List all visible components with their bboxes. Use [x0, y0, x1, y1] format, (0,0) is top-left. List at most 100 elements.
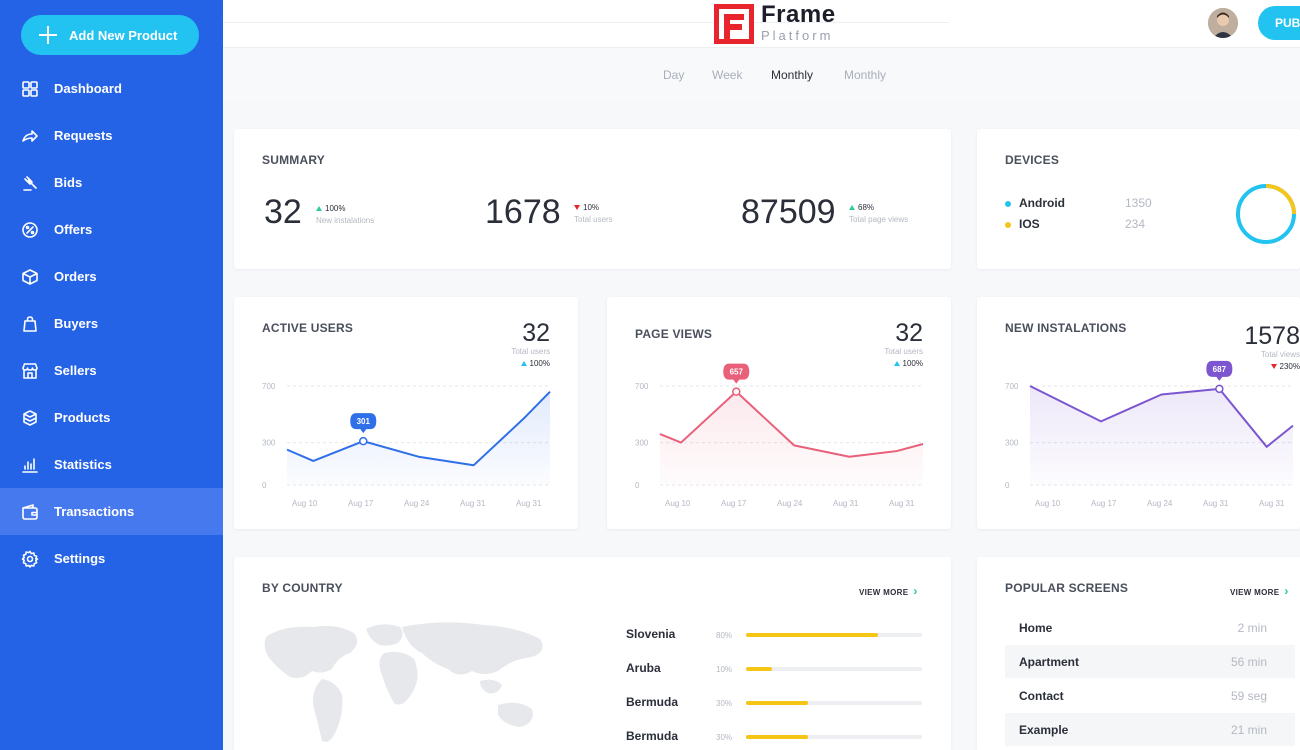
x-tick-label: Aug 17: [348, 499, 374, 508]
page-views-title: PAGE VIEWS: [635, 327, 713, 341]
sidebar-item-label: Transactions: [54, 504, 135, 519]
country-progress-track: [746, 701, 922, 705]
sidebar-item-dashboard[interactable]: Dashboard: [0, 65, 223, 112]
shopping-bag-icon: [21, 315, 39, 333]
android-dot-icon: [1005, 200, 1011, 207]
series-line: [659, 390, 924, 458]
x-tick-label: Aug 31: [889, 499, 915, 508]
screen-time: 2 min: [1237, 621, 1267, 635]
x-tick-label: Aug 24: [1147, 499, 1173, 508]
country-row: Bermuda 30%: [626, 729, 926, 749]
country-row: Bermuda 30%: [626, 695, 926, 715]
country-name: Bermuda: [626, 729, 679, 743]
sidebar-item-label: Bids: [54, 175, 83, 190]
screen-row[interactable]: Home 2 min: [1005, 611, 1295, 644]
sidebar-item-label: Settings: [54, 551, 106, 566]
screen-row[interactable]: Contact 59 seg: [1005, 679, 1295, 712]
world-map: [264, 622, 543, 742]
page-views-card: PAGE VIEWS 32 Total users 100% 700 300 0 Au…: [607, 297, 951, 529]
tab-monthly[interactable]: Monthly: [771, 68, 814, 82]
page-views-delta: 100%: [893, 359, 923, 368]
active-users-value: 32: [522, 319, 550, 347]
sidebar-item-label: Dashboard: [54, 81, 122, 96]
country-percent: 80%: [716, 631, 733, 640]
sidebar-item-requests[interactable]: Requests: [0, 112, 223, 159]
screen-name: Contact: [1019, 689, 1064, 703]
summary-pageviews-value: 87509: [741, 193, 836, 231]
country-percent: 30%: [716, 699, 733, 708]
highlight-point[interactable]: [359, 436, 368, 446]
by-country-card: BY COUNTRY VIEW MORE › Slovenia 80% Aruba 10…: [234, 557, 951, 750]
tab-day[interactable]: Day: [663, 68, 685, 82]
new-installations-delta-value: 230%: [1279, 362, 1300, 371]
y-tick-label: 300: [1005, 439, 1019, 448]
series-area: [660, 391, 923, 485]
sidebar-item-offers[interactable]: Offers: [0, 206, 223, 253]
top-header: Frame Platform PUB: [223, 0, 1300, 48]
sidebar-item-settings[interactable]: Settings: [0, 535, 223, 582]
sidebar-item-buyers[interactable]: Buyers: [0, 300, 223, 347]
screen-row[interactable]: Apartment 56 min: [1005, 645, 1295, 678]
x-tick-label: Aug 31: [833, 499, 859, 508]
series-area: [287, 391, 550, 485]
series-line: [286, 390, 551, 467]
y-tick-label: 0: [262, 481, 267, 490]
device-android-value: 1350: [1125, 196, 1152, 210]
active-users-chart: 700 300 0 Aug 10 Aug 17 Aug 24 Aug 31 Aug 31 301: [262, 382, 551, 508]
summary-installations-label: New instalations: [316, 216, 375, 225]
summary-pageviews-delta: 68% Total page views: [849, 203, 908, 224]
popular-screens-view-more-link[interactable]: VIEW MORE ›: [1230, 584, 1289, 598]
device-ios: IOS: [1005, 217, 1040, 231]
tooltip-value: 687: [1213, 365, 1227, 374]
summary-users-delta: 10% Total users: [574, 203, 613, 224]
country-progress-fill: [746, 633, 878, 637]
period-tabs: Day Week Monthly Monthly: [223, 49, 1300, 101]
x-tick-label: Aug 31: [1259, 499, 1285, 508]
y-tick-label: 700: [635, 382, 649, 391]
sidebar-item-bids[interactable]: Bids: [0, 159, 223, 206]
add-new-product-button[interactable]: Add New Product: [21, 15, 199, 55]
tab-week[interactable]: Week: [712, 68, 743, 82]
active-users-sub: Total users: [511, 347, 550, 356]
screen-name: Home: [1019, 621, 1053, 635]
new-installations-value: 1578: [1244, 322, 1300, 350]
country-progress-track: [746, 633, 922, 637]
logo-subtitle: Platform: [761, 28, 834, 43]
country-progress-fill: [746, 701, 808, 705]
tooltip-value: 301: [357, 417, 371, 426]
user-avatar[interactable]: [1208, 8, 1238, 38]
y-tick-label: 700: [1005, 382, 1019, 391]
sidebar-item-label: Sellers: [54, 363, 97, 378]
logo[interactable]: Frame Platform: [713, 3, 836, 45]
sidebar-item-transactions[interactable]: Transactions: [0, 488, 223, 535]
sidebar-item-sellers[interactable]: Sellers: [0, 347, 223, 394]
wallet-icon: [21, 503, 39, 521]
sidebar-item-products[interactable]: Products: [0, 394, 223, 441]
tab-monthly-2[interactable]: Monthly: [844, 68, 887, 82]
gear-icon: [21, 550, 39, 568]
country-row: Aruba 10%: [626, 661, 926, 681]
x-tick-label: Aug 24: [777, 499, 803, 508]
x-tick-label: Aug 31: [516, 499, 542, 508]
summary-pageviews-label: Total page views: [849, 215, 909, 224]
dashboard-icon: [21, 80, 39, 98]
sidebar-item-orders[interactable]: Orders: [0, 253, 223, 300]
highlight-point[interactable]: [732, 387, 741, 396]
x-tick-label: Aug 10: [292, 499, 318, 508]
sidebar-item-label: Products: [54, 410, 111, 425]
publish-button[interactable]: PUB: [1258, 6, 1300, 40]
summary-installations-delta: 100% New instalations: [316, 204, 374, 225]
summary-users-delta-value: 10%: [583, 203, 600, 212]
country-name: Aruba: [626, 661, 661, 675]
devices-donut-chart: [1236, 184, 1296, 244]
y-tick-label: 300: [635, 439, 649, 448]
screen-row[interactable]: Example 21 min: [1005, 713, 1295, 746]
screen-name: Apartment: [1019, 655, 1080, 669]
down-arrow-icon: [574, 205, 580, 211]
y-tick-label: 0: [635, 481, 640, 490]
highlight-point[interactable]: [1215, 384, 1224, 394]
bar-chart-icon: [21, 456, 39, 474]
by-country-view-more-link[interactable]: VIEW MORE ›: [859, 584, 918, 598]
summary-pageviews-delta-value: 68%: [858, 203, 875, 212]
sidebar-item-statistics[interactable]: Statistics: [0, 441, 223, 488]
